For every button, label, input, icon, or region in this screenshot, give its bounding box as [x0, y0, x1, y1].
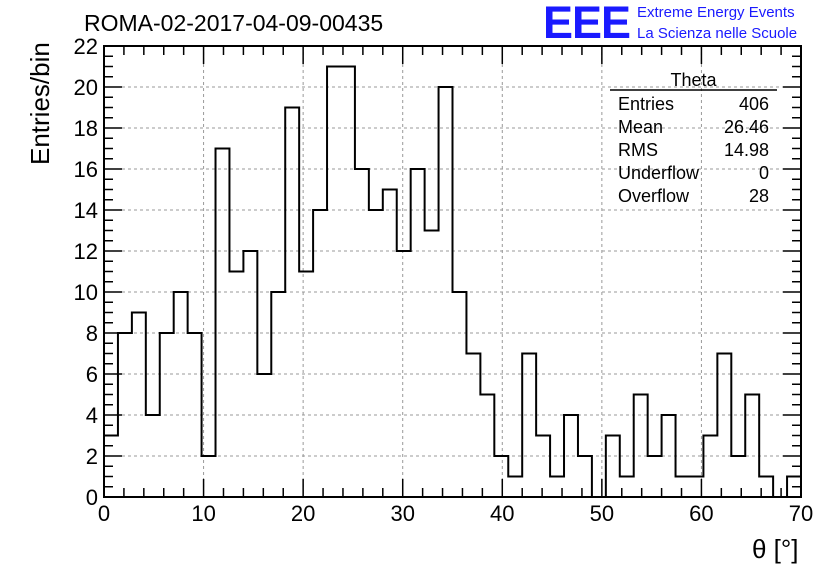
histogram-bin — [634, 395, 648, 498]
histogram-bin — [494, 456, 508, 497]
histogram-bin — [271, 292, 285, 497]
histogram-bin — [508, 477, 522, 498]
histogram-bin — [717, 354, 731, 498]
stats-row-label: RMS — [618, 140, 658, 160]
eee-logo: EEE — [543, 0, 631, 48]
x-tick-label: 0 — [98, 501, 110, 526]
histogram-bin — [299, 272, 313, 498]
y-tick-label: 12 — [74, 239, 98, 264]
histogram-bin — [745, 395, 759, 498]
eee-logo-line2: La Scienza nelle Scuole — [637, 25, 798, 42]
stats-row-label: Mean — [618, 117, 663, 137]
histogram-bin — [313, 210, 327, 497]
y-tick-label: 20 — [74, 75, 98, 100]
eee-logo-line1: Extreme Energy Events — [637, 4, 795, 21]
histogram-bin — [522, 354, 536, 498]
x-tick-label: 30 — [390, 501, 414, 526]
histogram-bin — [676, 477, 690, 498]
stats-row-value: 0 — [759, 163, 769, 183]
x-tick-label: 20 — [291, 501, 315, 526]
x-tick-label: 50 — [590, 501, 614, 526]
y-tick-label: 10 — [74, 280, 98, 305]
y-tick-label: 18 — [74, 116, 98, 141]
x-tick-label: 10 — [191, 501, 215, 526]
stats-row-label: Overflow — [618, 186, 690, 206]
histogram-bin — [606, 436, 620, 498]
histogram-bin — [216, 149, 230, 498]
x-tick-label: 60 — [689, 501, 713, 526]
y-tick-label: 0 — [86, 485, 98, 510]
stats-row-value: 14.98 — [724, 140, 769, 160]
stats-box: Theta Entries 406 Mean 26.46 RMS 14.98 Underflo… — [610, 70, 777, 206]
histogram-bin — [648, 456, 662, 497]
histogram-bin — [703, 436, 717, 498]
histogram-bin — [285, 108, 299, 498]
stats-row-label: Underflow — [618, 163, 700, 183]
histogram-bin — [383, 190, 397, 498]
y-tick-label: 14 — [74, 198, 98, 223]
histogram-bin — [731, 456, 745, 497]
y-tick-label: 16 — [74, 157, 98, 182]
axis-ticks — [103, 45, 802, 498]
histogram-bin — [369, 210, 383, 497]
stats-box-title: Theta — [670, 70, 717, 90]
histogram-bin — [229, 272, 243, 498]
histogram-bin — [257, 374, 271, 497]
histogram-bin — [341, 67, 355, 498]
x-tick-label: 40 — [490, 501, 514, 526]
y-tick-label: 6 — [86, 362, 98, 387]
histogram-bin — [425, 231, 439, 498]
x-axis-label: θ [°] — [752, 534, 799, 564]
x-tick-labels: 0 10 20 30 40 50 60 70 — [98, 501, 813, 526]
histogram-bin — [578, 456, 592, 497]
histogram-outline — [104, 65, 801, 498]
stats-row-value: 406 — [739, 94, 769, 114]
y-tick-label: 4 — [86, 403, 98, 428]
y-tick-labels: 0 2 4 6 8 10 12 14 16 18 20 22 — [74, 34, 98, 510]
y-tick-label: 2 — [86, 444, 98, 469]
histogram-bin — [174, 292, 188, 497]
stats-row-value: 28 — [749, 186, 769, 206]
x-tick-label: 70 — [789, 501, 813, 526]
y-tick-label: 22 — [74, 34, 98, 59]
histogram-bin — [132, 313, 146, 498]
histogram-bin — [466, 354, 480, 498]
stats-row-label: Entries — [618, 94, 674, 114]
histogram-bin — [536, 436, 550, 498]
histogram-bin — [480, 395, 494, 498]
histogram-bin — [327, 67, 341, 498]
stats-row-value: 26.46 — [724, 117, 769, 137]
y-tick-label: 8 — [86, 321, 98, 346]
histogram-bin — [453, 292, 467, 497]
chart-title: ROMA-02-2017-04-09-00435 — [84, 10, 384, 36]
